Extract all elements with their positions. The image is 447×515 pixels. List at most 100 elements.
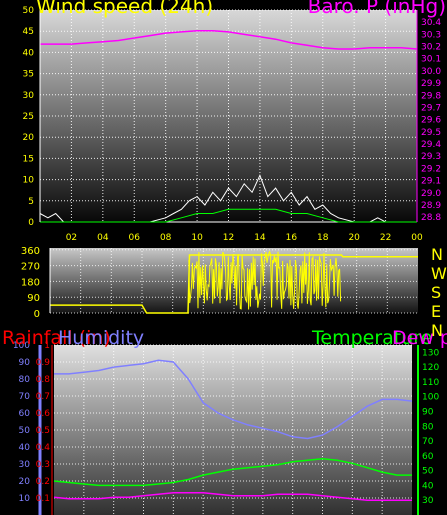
temp-tick-label: 80 (422, 422, 434, 432)
wind-pressure-tick-labels: 02 04 06 08 10 12 14 16 18 20 22 000510152025303540… (23, 6, 442, 243)
pressure-tick-label: 29.3 (421, 152, 441, 162)
pressure-tick-label: 30.2 (421, 43, 441, 53)
pressure-tick-label: 29.4 (421, 140, 441, 150)
wind-direction-grid (50, 248, 418, 314)
x-tick-label: 18 (317, 233, 329, 243)
rain-tick-label: 0.8 (36, 375, 51, 385)
y-tick-label: 45 (23, 27, 34, 37)
pressure-tick-label: 29.2 (421, 164, 441, 174)
pressure-tick-label: 28.9 (421, 201, 441, 211)
wind-direction-series (50, 250, 418, 314)
y-tick-label: 50 (23, 6, 35, 16)
rain-tick-label: 1 (44, 341, 50, 351)
humidity-tick-label: 60 (19, 409, 31, 419)
x-tick-label: 10 (191, 233, 203, 243)
rain-tick-label: 0.7 (36, 392, 50, 402)
temperature-line (53, 458, 412, 487)
y-tick-label: 20 (23, 133, 35, 143)
pressure-tick-label: 30.4 (421, 18, 441, 28)
temp-tick-label: 100 (422, 393, 439, 403)
pressure-tick-label: 29.7 (421, 103, 441, 113)
direction-tick-label: 360 (21, 246, 40, 257)
temp-tick-label: 40 (422, 481, 434, 491)
humidity-tick-label: 100 (13, 341, 30, 351)
wind-pressure-series (39, 29, 418, 223)
rain-humidity-grid (54, 344, 412, 515)
x-tick-label: 00 (411, 233, 423, 243)
wind-speed-title: Wind speed (24h) (36, 0, 213, 18)
pressure-line (40, 29, 418, 50)
y-tick-label: 40 (23, 48, 35, 58)
direction-variability-line (188, 250, 342, 310)
x-tick-label: 08 (160, 233, 172, 243)
pressure-tick-label: 30.0 (421, 67, 441, 77)
x-tick-label: 16 (286, 233, 298, 243)
compass-label: E (431, 302, 441, 321)
rain-tick-label: 0.3 (36, 460, 50, 470)
compass-label: W (431, 264, 447, 283)
rain-tick-label: 0.5 (36, 426, 50, 436)
pressure-tick-label: 29.6 (421, 116, 441, 126)
humidity-tick-label: 40 (19, 443, 31, 453)
compass-label: N (431, 321, 443, 340)
x-tick-label: 20 (348, 233, 360, 243)
temperature-label: Temperature (311, 327, 432, 349)
direction-tick-label: 0 (34, 309, 40, 320)
direction-tick-label: 90 (27, 293, 40, 304)
temp-tick-label: 60 (422, 452, 434, 462)
pressure-tick-label: 30.1 (421, 55, 441, 65)
rain-tick-label: 0.2 (36, 477, 50, 487)
temp-tick-label: 120 (422, 363, 439, 373)
compass-label: S (431, 283, 441, 302)
direction-tick-label: 270 (21, 262, 40, 273)
temp-tick-label: 90 (422, 408, 434, 418)
humidity-tick-label: 10 (19, 494, 31, 504)
rain-humidity-series (53, 359, 413, 501)
humidity-tick-label: 80 (19, 375, 31, 385)
wind-direction-tick-labels: 360 270 180 90 0 (21, 246, 40, 320)
rain-tick-label: 0.6 (36, 409, 51, 419)
temp-tick-label: 110 (422, 378, 439, 388)
x-tick-label: 22 (380, 233, 391, 243)
pressure-tick-label: 30.3 (421, 30, 441, 40)
y-tick-label: 10 (23, 176, 35, 186)
x-tick-label: 12 (223, 233, 234, 243)
y-tick-label: 5 (28, 197, 34, 207)
pressure-tick-label: 28.8 (421, 213, 441, 223)
direction-line (50, 254, 418, 314)
humidity-tick-label: 90 (19, 358, 31, 368)
dewpoint-line (53, 492, 412, 501)
temp-tick-label: 50 (422, 467, 434, 477)
pressure-tick-label: 29.0 (421, 189, 441, 199)
humidity-tick-label: 30 (19, 460, 31, 470)
pressure-tick-label: 29.5 (421, 128, 441, 138)
rain-tick-label: 0.1 (36, 494, 50, 504)
compass-label: N (431, 245, 443, 264)
rainfall-label: Rainfall (in) (2, 327, 111, 349)
pressure-tick-label: 29.9 (421, 79, 441, 89)
humidity-tick-label: 20 (19, 477, 31, 487)
humidity-tick-label: 50 (19, 426, 31, 436)
y-tick-label: 15 (23, 154, 34, 164)
rain-tick-label: 0.4 (36, 443, 51, 453)
y-tick-label: 30 (23, 91, 35, 101)
y-tick-label: 35 (23, 70, 34, 80)
gust-line (39, 174, 417, 223)
x-tick-label: 02 (66, 233, 77, 243)
x-tick-label: 06 (129, 233, 141, 243)
y-tick-label: 25 (23, 112, 34, 122)
pressure-title: Baro. P (inHg) (308, 0, 446, 18)
temp-tick-label: 130 (422, 348, 439, 358)
average-line (40, 208, 417, 223)
humidity-tick-label: 70 (19, 392, 31, 402)
x-tick-label: 14 (254, 233, 266, 243)
humidity-line (54, 359, 413, 440)
y-tick-label: 0 (28, 218, 34, 228)
direction-tick-label: 180 (21, 277, 40, 288)
rain-tick-label: 0.9 (36, 358, 51, 368)
dewpoint-label: Dew point (392, 327, 447, 349)
humidity-label: Humidity (58, 327, 144, 349)
pressure-tick-label: 29.1 (421, 177, 441, 187)
